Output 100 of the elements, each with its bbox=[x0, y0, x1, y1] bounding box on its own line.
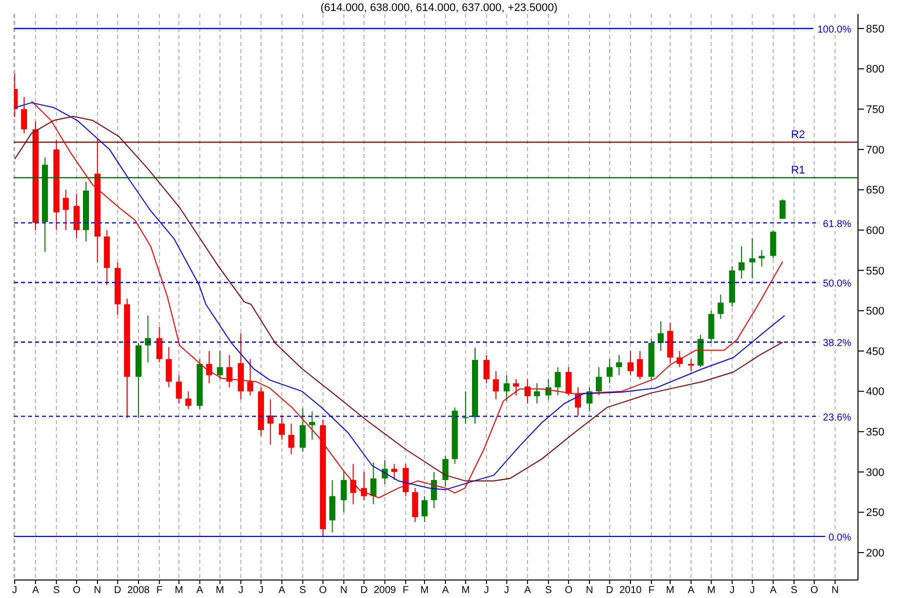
x-tick-label: S bbox=[53, 585, 60, 596]
candlestick bbox=[216, 350, 223, 380]
candlestick bbox=[780, 198, 786, 220]
y-tick-label: 700 bbox=[866, 144, 884, 156]
candlestick bbox=[185, 390, 192, 410]
x-tick-label: N bbox=[832, 585, 839, 596]
candlestick bbox=[156, 326, 162, 363]
candlestick bbox=[267, 398, 274, 446]
candlestick bbox=[504, 374, 510, 402]
candlestick bbox=[534, 382, 540, 404]
candlestick bbox=[738, 246, 745, 279]
candlestick bbox=[442, 455, 448, 487]
candlestick bbox=[309, 410, 316, 440]
ref-line-label: R1 bbox=[790, 164, 806, 177]
y-tick-label: 800 bbox=[866, 64, 884, 76]
y-tick-label: 750 bbox=[866, 104, 884, 116]
candlestick bbox=[636, 350, 643, 380]
annotation: 61.8% bbox=[822, 218, 852, 230]
x-tick-label: O bbox=[564, 585, 573, 596]
x-tick-label: A bbox=[32, 585, 40, 596]
x-tick-label: S bbox=[545, 585, 552, 596]
candlestick bbox=[688, 358, 694, 372]
candlestick bbox=[462, 390, 469, 424]
x-tick-label: O bbox=[810, 585, 818, 596]
candlestick bbox=[340, 471, 347, 513]
candlestick bbox=[288, 423, 294, 455]
x-tick-label: F bbox=[156, 585, 162, 596]
y-tick-label: 200 bbox=[866, 547, 884, 560]
x-tick-label: O bbox=[72, 585, 81, 596]
candlestick bbox=[749, 238, 756, 279]
x-tick-label: A bbox=[688, 585, 695, 596]
candlestick bbox=[226, 354, 232, 388]
x-tick-label: M bbox=[216, 585, 224, 596]
x-tick-label: A bbox=[770, 585, 777, 596]
candlestick bbox=[627, 350, 634, 376]
x-tick-label: 2009 bbox=[374, 585, 396, 596]
candlestick bbox=[62, 189, 69, 231]
y-tick-label: 350 bbox=[866, 426, 884, 439]
candlestick bbox=[492, 370, 499, 400]
x-tick-label: N bbox=[586, 585, 594, 596]
annotation: 50.0% bbox=[822, 278, 852, 290]
candlestick bbox=[382, 459, 388, 485]
candlestick bbox=[300, 408, 306, 452]
x-tick-label: A bbox=[442, 585, 450, 596]
x-tick-label: J bbox=[238, 585, 244, 596]
annotation: 23.6% bbox=[822, 412, 852, 424]
x-tick-label: A bbox=[278, 585, 286, 596]
x-tick-label: J bbox=[750, 585, 755, 596]
candlestick bbox=[176, 374, 182, 404]
x-tick-label: J bbox=[730, 585, 735, 596]
x-tick-label: M bbox=[174, 585, 184, 596]
chart-title: (614.000, 638.000, 614.000, 637.000, +23.5000) bbox=[319, 2, 558, 14]
y-tick-label: 400 bbox=[866, 386, 884, 398]
candlestick bbox=[554, 366, 561, 396]
candlestick bbox=[422, 496, 428, 522]
x-tick-label: N bbox=[94, 585, 102, 596]
x-tick-label: N bbox=[340, 585, 348, 596]
x-tick-label: S bbox=[299, 585, 306, 596]
candlestick bbox=[247, 358, 254, 396]
candlestick bbox=[718, 294, 724, 320]
candlestick bbox=[144, 315, 151, 363]
x-tick-label: J bbox=[484, 585, 489, 596]
x-tick-label: D bbox=[606, 585, 614, 596]
annotation: 0.0% bbox=[828, 532, 852, 544]
x-tick-label: J bbox=[258, 585, 264, 596]
candlestick bbox=[758, 250, 765, 267]
x-tick-label: 2010 bbox=[619, 585, 642, 596]
candlestick bbox=[513, 378, 520, 396]
y-tick-label: 450 bbox=[866, 346, 884, 358]
annotation: 100.0% bbox=[817, 24, 852, 36]
x-tick-label: A bbox=[196, 585, 204, 596]
candlestick bbox=[616, 354, 622, 376]
y-tick-label: 300 bbox=[866, 466, 884, 479]
x-tick-label: F bbox=[402, 585, 409, 596]
candlestick bbox=[370, 462, 376, 505]
x-tick-label: D bbox=[360, 585, 368, 596]
candlestick bbox=[596, 366, 602, 396]
x-tick-label: O bbox=[319, 585, 328, 596]
y-tick-label: 850 bbox=[866, 23, 884, 36]
x-tick-label: A bbox=[524, 585, 532, 596]
candlestick bbox=[21, 96, 28, 134]
y-tick-label: 250 bbox=[866, 507, 884, 520]
x-tick-label: D bbox=[114, 585, 122, 596]
candlestick bbox=[483, 354, 490, 384]
x-tick-label: M bbox=[461, 585, 470, 596]
x-tick-label: 2008 bbox=[127, 585, 150, 596]
ref-line-label: R2 bbox=[790, 129, 806, 142]
y-tick-label: 500 bbox=[866, 306, 884, 318]
y-tick-label: 600 bbox=[866, 224, 884, 237]
x-tick-label: F bbox=[648, 585, 654, 596]
x-tick-label: M bbox=[420, 585, 429, 596]
x-tick-label: J bbox=[504, 585, 510, 596]
y-tick-label: 550 bbox=[866, 265, 884, 278]
candlestick bbox=[574, 386, 581, 416]
candlestick bbox=[278, 415, 285, 440]
annotation: 38.2% bbox=[822, 338, 852, 350]
x-tick-label: S bbox=[790, 585, 798, 596]
x-tick-label: J bbox=[12, 585, 18, 596]
candlestick bbox=[166, 346, 172, 388]
x-tick-label: M bbox=[666, 585, 674, 596]
